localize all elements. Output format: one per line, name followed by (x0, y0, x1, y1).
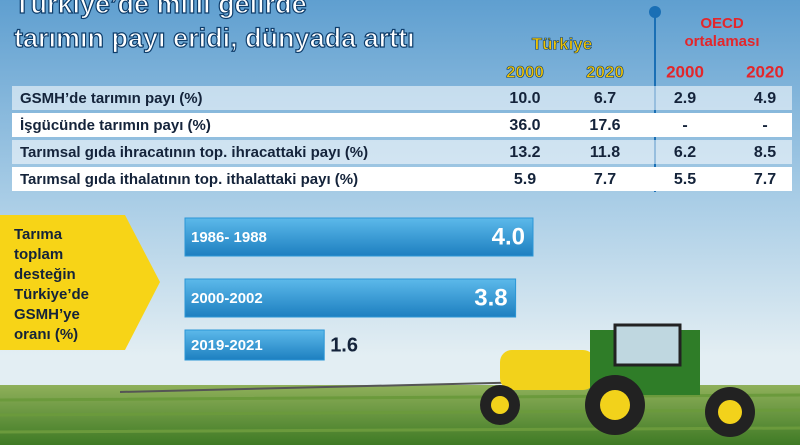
group-label: OECD (700, 15, 744, 32)
cell: - (682, 117, 687, 134)
value-label: 3.8 (474, 284, 507, 311)
row-label: Tarımsal gıda ithalatının top. ithalatta… (20, 171, 358, 188)
year-header: 2000 (666, 62, 704, 81)
row-band (12, 140, 792, 164)
value-label: 1.6 (330, 334, 358, 356)
cell: 6.7 (594, 90, 616, 107)
year-header: 2000 (506, 62, 544, 81)
cell: 36.0 (509, 117, 540, 134)
row-label: İşgücünde tarımın payı (%) (20, 117, 211, 134)
bar-category: 2000-2002 (191, 290, 263, 307)
cell: 7.7 (594, 171, 616, 188)
title-line: tarımın payı eridi, dünyada arttı (14, 23, 415, 53)
table: 2000 2020 2000 2020 GSMH’de tarımın payı (%)… (12, 62, 792, 191)
bar (184, 329, 325, 361)
chart-title: Tarıma (14, 226, 63, 243)
chart-title: desteğin (14, 266, 76, 283)
cell: 5.9 (514, 171, 536, 188)
cell: - (762, 117, 767, 134)
group-label: ortalaması (684, 33, 759, 50)
bar (184, 278, 517, 318)
title: Türkiye’de milli gelirde tarımın payı er… (13, 0, 415, 54)
bar-category: 2019-2021 (191, 337, 263, 354)
cell: 7.7 (754, 171, 776, 188)
cell: 13.2 (509, 144, 540, 161)
year-header: 2020 (746, 62, 784, 81)
cell: 11.8 (590, 144, 620, 161)
chart-title: GSMH’ye (14, 306, 80, 323)
chart-title: oranı (%) (14, 326, 78, 343)
chart-title: Türkiye’de (14, 286, 89, 303)
divider-dot (649, 6, 661, 18)
row-band (12, 113, 792, 137)
cell: 5.5 (674, 171, 696, 188)
row-label: Tarımsal gıda ihracatının top. ihracatta… (20, 144, 368, 161)
cell: 8.5 (754, 144, 776, 161)
cell: 10.0 (509, 90, 540, 107)
chart-title: toplam (14, 246, 63, 263)
bar (184, 217, 534, 257)
cell: 6.2 (674, 144, 696, 161)
cell: 2.9 (674, 90, 696, 107)
arrow-panel (0, 215, 160, 350)
cell: 17.6 (589, 117, 620, 134)
title-line: Türkiye’de milli gelirde (14, 0, 307, 19)
bar-category: 1986- 1988 (191, 229, 267, 246)
row-label: GSMH’de tarımın payı (%) (20, 90, 203, 107)
value-label: 4.0 (492, 223, 525, 250)
bar-chart: Tarıma toplam desteğin Türkiye’de GSMH’ye ora… (14, 217, 534, 361)
group-label: Türkiye (532, 34, 592, 53)
row-band (12, 86, 792, 110)
year-header: 2020 (586, 62, 624, 81)
row-band (12, 167, 792, 191)
cell: 4.9 (754, 90, 776, 107)
